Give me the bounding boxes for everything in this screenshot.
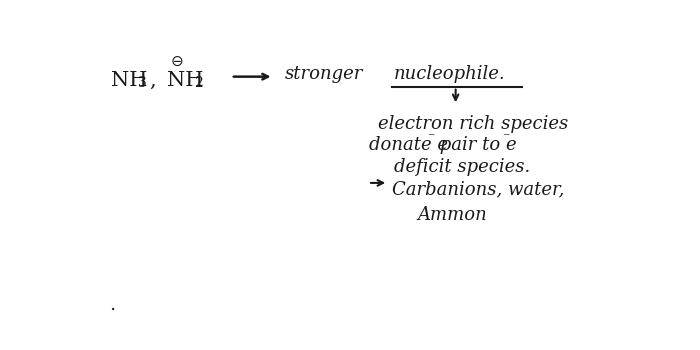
Text: NH: NH <box>111 71 147 90</box>
Text: Ammon: Ammon <box>417 206 486 224</box>
Text: electron rich species: electron rich species <box>378 115 568 133</box>
Text: ⁻: ⁻ <box>427 131 434 145</box>
Text: donate e: donate e <box>369 136 448 154</box>
Text: nucleophile.: nucleophile. <box>393 65 505 83</box>
Text: ,: , <box>150 71 156 90</box>
Text: NH: NH <box>167 71 203 90</box>
Text: ⁻: ⁻ <box>502 131 510 145</box>
Text: .: . <box>109 296 116 314</box>
Text: Carbanions, water,: Carbanions, water, <box>392 181 564 198</box>
Text: 3: 3 <box>138 76 146 90</box>
Text: 2: 2 <box>194 76 202 90</box>
Text: deficit species.: deficit species. <box>393 158 530 175</box>
Text: ⊖: ⊖ <box>170 54 183 69</box>
Text: stronger: stronger <box>285 65 363 83</box>
Text: pair to e: pair to e <box>434 136 517 154</box>
